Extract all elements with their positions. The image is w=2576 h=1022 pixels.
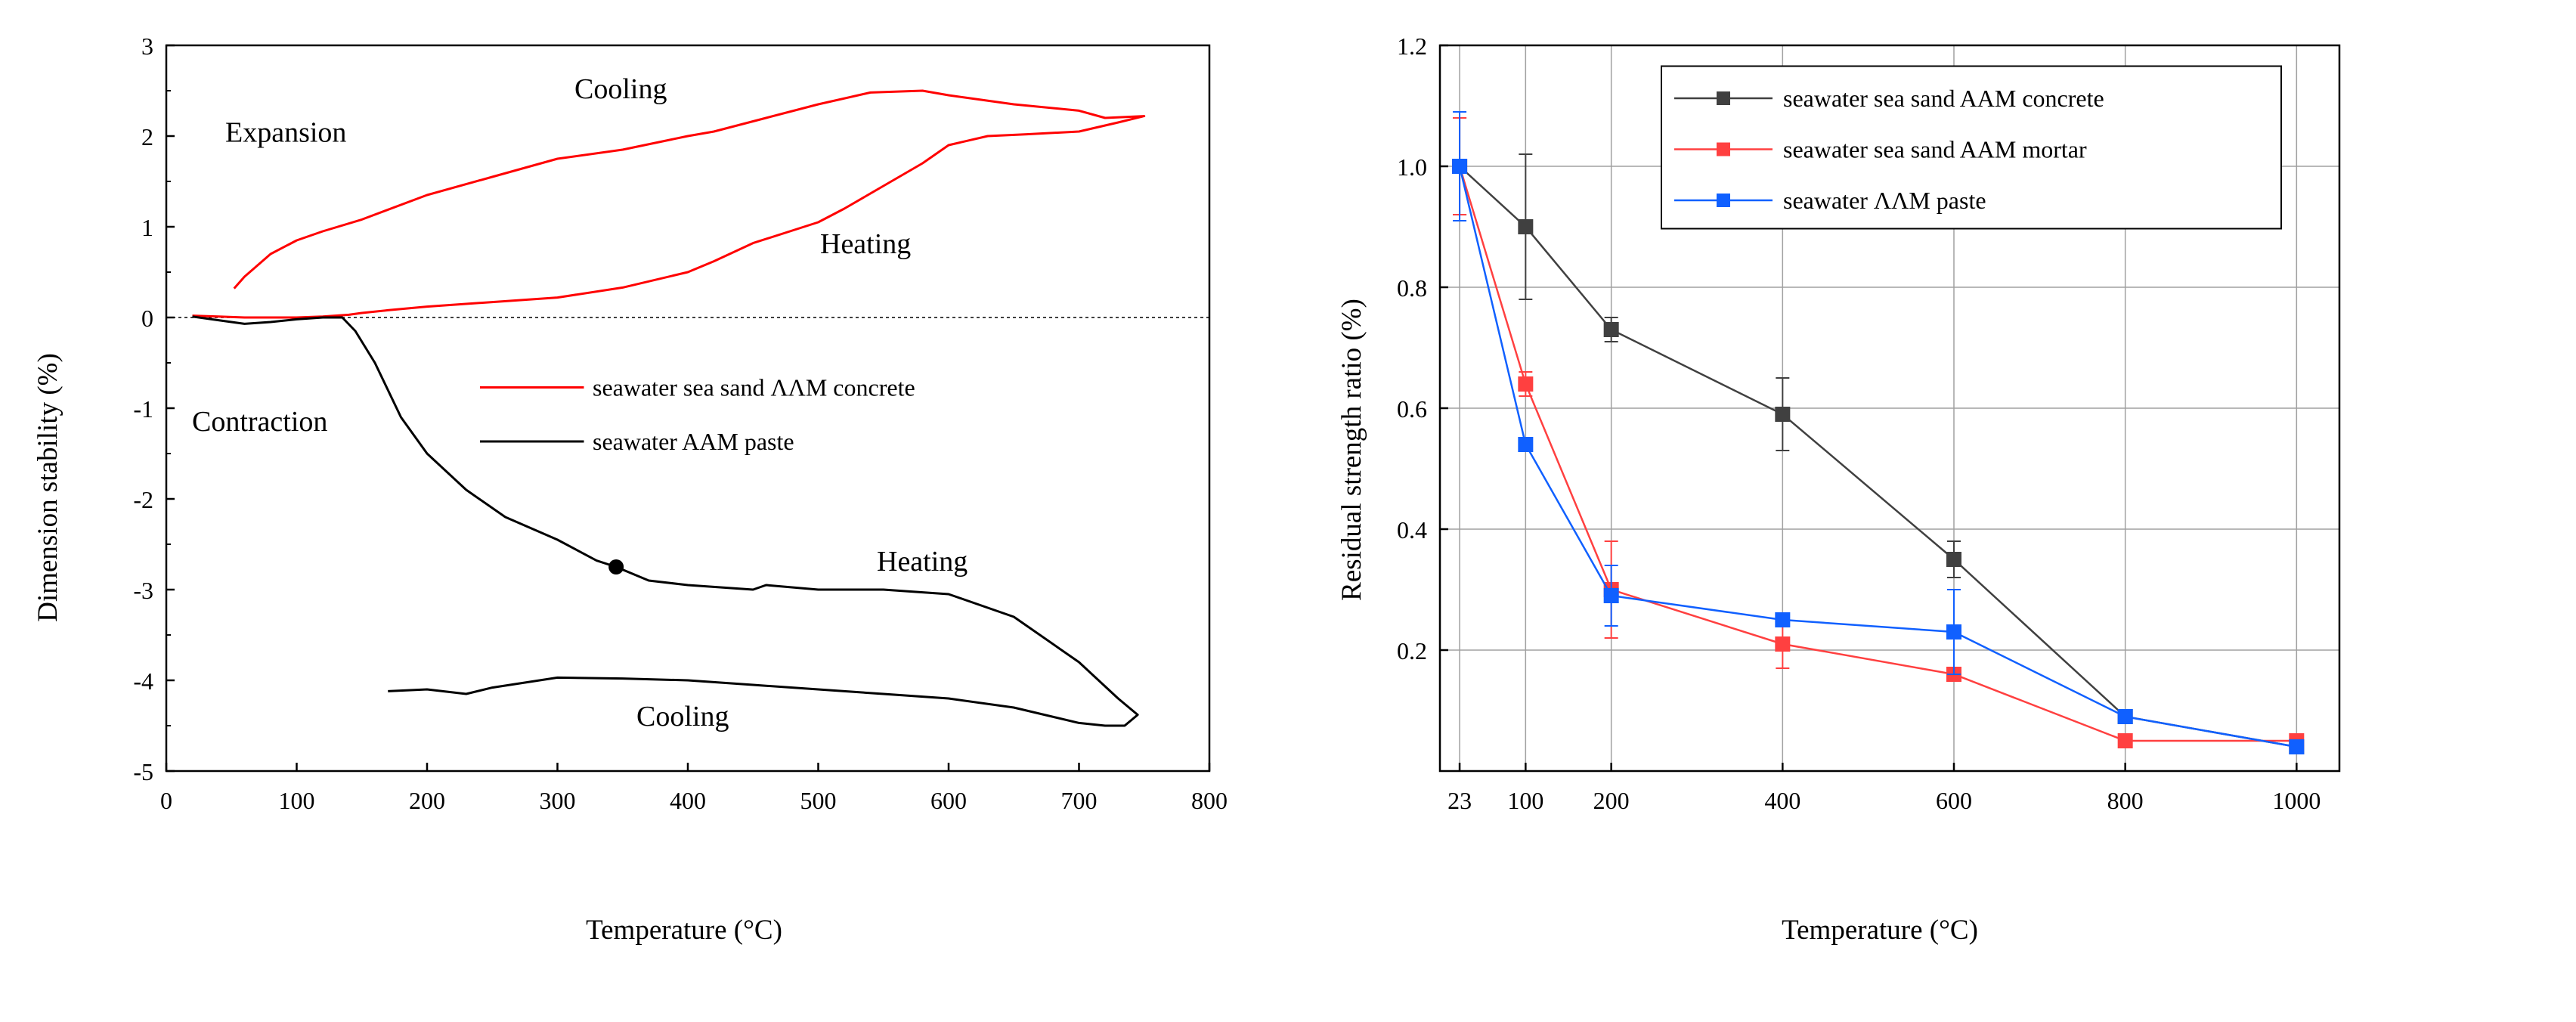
left-x-tick-label: 300 [540, 787, 576, 814]
annotation-expansion: Expansion [225, 117, 346, 149]
right-legend: seawater sea sand AAM concrete seawater … [1661, 65, 2282, 230]
left-x-tick-label: 500 [800, 787, 837, 814]
left-series-line-paste [192, 315, 1139, 727]
left-y-tick-label: -2 [133, 486, 153, 513]
right-marker-paste [1946, 624, 1961, 640]
right-marker-paste [1518, 437, 1534, 452]
right-y-tick-label: 0.6 [1397, 395, 1427, 423]
right-legend-marker-concrete [1717, 91, 1730, 105]
right-y-tick-label: 1.0 [1397, 153, 1427, 181]
left-legend: seawater sea sand ΛΛM concrete seawater … [480, 374, 915, 455]
annotation-contraction: Contraction [192, 406, 327, 438]
right-marker-paste [1452, 159, 1468, 174]
left-y-axis-label: Dimension stability (%) [33, 353, 63, 622]
right-legend-label-paste: seawater ΛΛM paste [1783, 187, 1986, 214]
left-y-tick-label: -3 [133, 577, 153, 604]
right-x-tick-label: 23 [1447, 787, 1472, 814]
left-y-tick-label: -5 [133, 758, 153, 785]
left-legend-label-paste: seawater AAM paste [593, 428, 794, 455]
left-y-tick-label: 1 [141, 214, 153, 241]
right-series-line-paste [1458, 166, 2297, 748]
right-legend-label-concrete: seawater sea sand AAM concrete [1783, 85, 2104, 112]
right-y-tick-label: 0.8 [1397, 274, 1427, 302]
annotation-heating-bottom: Heating [877, 546, 968, 578]
right-x-tick-label: 600 [1936, 787, 1972, 814]
right-marker-paste [1603, 588, 1619, 603]
right-marker-concrete [1946, 552, 1961, 567]
right-marker-concrete [1518, 219, 1534, 234]
annotation-cooling-bottom: Cooling [636, 701, 729, 732]
right-marker-paste [2289, 739, 2305, 754]
left-chart: 0 100 200 300 400 500 600 700 800-5-4-3-2-10123 … [33, 33, 1228, 946]
right-marker-concrete [1775, 407, 1791, 422]
right-x-tick-label: 400 [1764, 787, 1800, 814]
right-x-axis-label: Temperature (°C) [1782, 915, 1978, 946]
right-x-tick-label: 1000 [2272, 787, 2321, 814]
left-x-tick-label: 600 [930, 787, 967, 814]
left-x-tick-label: 400 [670, 787, 706, 814]
left-legend-label-concrete: seawater sea sand ΛΛM concrete [593, 374, 915, 401]
right-marker-mortar [1775, 636, 1791, 652]
right-y-tick-label: 0.2 [1397, 637, 1427, 664]
left-marker-point [608, 559, 624, 574]
left-y-tick-label: 2 [141, 123, 153, 150]
right-y-axis-label: Residual strength ratio (%) [1336, 299, 1367, 601]
annotation-cooling-top: Cooling [574, 73, 667, 105]
left-y-tick-label: -1 [133, 395, 153, 423]
left-x-tick-label: 800 [1191, 787, 1228, 814]
left-x-axis-label: Temperature (°C) [586, 915, 782, 946]
right-series-line-mortar [1458, 166, 2297, 742]
right-marker-mortar [1518, 376, 1534, 392]
right-x-tick-label: 800 [2107, 787, 2144, 814]
right-legend-marker-paste [1717, 194, 1730, 207]
left-x-tick-label: 100 [279, 787, 315, 814]
annotation-heating-top: Heating [820, 228, 911, 260]
right-marker-mortar [2117, 733, 2133, 748]
right-y-tick-label: 0.4 [1397, 516, 1427, 544]
right-x-tick-label: 200 [1593, 787, 1630, 814]
left-x-tick-label: 700 [1061, 787, 1098, 814]
left-y-tick-label: 0 [141, 305, 153, 332]
right-chart: 23 100 200 400 600 800 10000.20.40.60.81.01.2 … [1336, 33, 2341, 946]
left-y-tick-label: -4 [133, 667, 153, 695]
right-legend-box [1661, 65, 2282, 230]
left-y-tick-label: 3 [141, 33, 153, 60]
right-y-tick-label: 1.2 [1397, 33, 1427, 60]
left-x-tick-label: 0 [160, 787, 172, 814]
right-marker-paste [1775, 612, 1791, 627]
right-marker-paste [2117, 709, 2133, 724]
right-series-line-concrete [1459, 166, 2297, 748]
left-series-line-concrete [192, 89, 1146, 319]
right-legend-label-mortar: seawater sea sand AAM mortar [1783, 136, 2087, 163]
right-marker-concrete [1603, 322, 1619, 337]
right-legend-marker-mortar [1717, 142, 1730, 156]
right-x-tick-label: 100 [1507, 787, 1543, 814]
left-x-tick-label: 200 [409, 787, 445, 814]
